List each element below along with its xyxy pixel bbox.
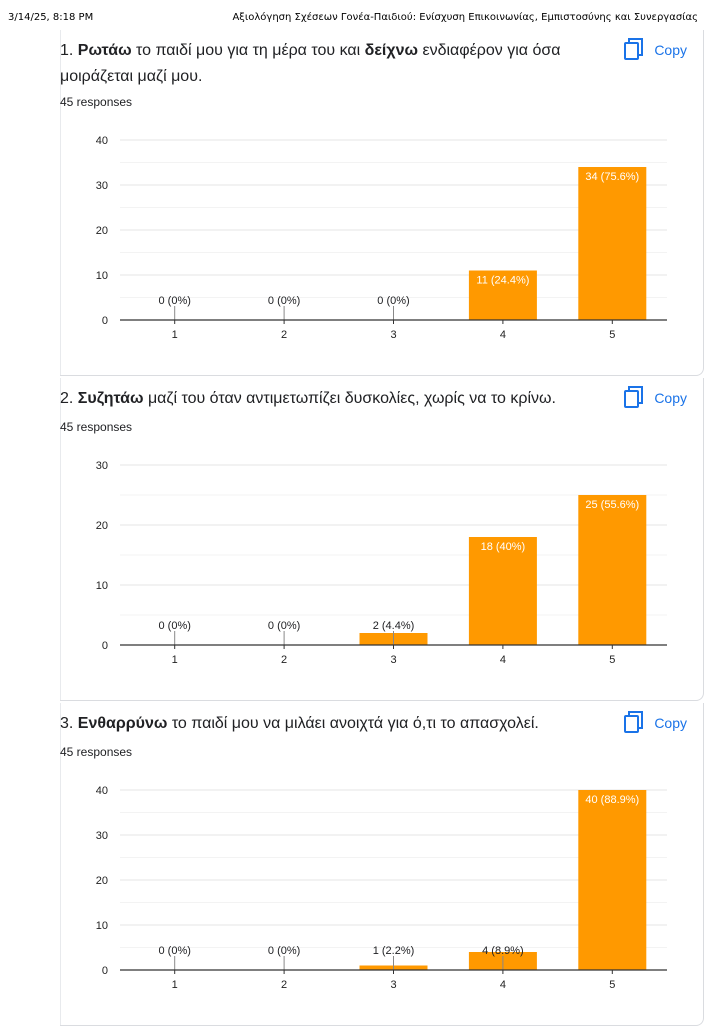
- question-title: 1. Ρωτάω το παιδί μου για τη μέρα του κα…: [60, 38, 605, 90]
- x-tick-label: 2: [281, 979, 287, 991]
- response-count: 45 responses: [60, 745, 133, 759]
- question-card-1: 1. Ρωτάω το παιδί μου για τη μέρα του κα…: [60, 30, 704, 376]
- question-text: μαζί του όταν αντιμετωπίζει δυσκολίες, χ…: [143, 390, 556, 407]
- x-tick-label: 5: [609, 329, 615, 341]
- data-label: 18 (40%): [481, 541, 526, 553]
- y-tick-label: 40: [96, 785, 108, 797]
- question-card-3: 3. Ενθαρρύνω το παιδί μου να μιλάει ανοι…: [60, 703, 704, 1026]
- y-tick-label: 30: [96, 180, 108, 192]
- card-divider: [60, 703, 61, 1025]
- question-keyword: Συζητάω: [77, 390, 144, 407]
- data-label: 25 (55.6%): [585, 499, 639, 511]
- print-title: Αξιολόγηση Σχέσεων Γονέα-Παιδιού: Ενίσχυ…: [232, 12, 698, 23]
- question-number: 2.: [60, 390, 78, 407]
- question-text: το παιδί μου να μιλάει ανοιχτά για ό,τι …: [167, 715, 539, 732]
- data-label: 1 (2.2%): [373, 945, 415, 957]
- bar-chart: 0 10 20 30 40 0 (0%) 1 0 (0%) 2 1 (2.2%) 3 4 (8.9%)…: [96, 785, 667, 991]
- data-label: 0 (0%): [158, 295, 190, 307]
- y-tick-label: 0: [102, 315, 108, 327]
- bar-chart: 0 10 20 30 0 (0%) 1 0 (0%) 2 2 (4.4%) 3 18 (40%) 4 2…: [96, 460, 667, 666]
- copy-label: Copy: [654, 42, 687, 58]
- y-tick-label: 10: [96, 580, 108, 592]
- data-label: 0 (0%): [268, 295, 300, 307]
- bar: [578, 790, 647, 970]
- copy-icon: [624, 385, 644, 411]
- y-tick-label: 30: [96, 460, 108, 472]
- x-tick-label: 1: [172, 654, 178, 666]
- question-number: 1.: [60, 42, 78, 59]
- x-tick-label: 1: [172, 979, 178, 991]
- x-tick-label: 2: [281, 329, 287, 341]
- copy-icon: [624, 37, 644, 63]
- bar: [468, 270, 537, 320]
- question-keyword: δείχνω: [364, 42, 418, 59]
- data-label: 0 (0%): [268, 620, 300, 632]
- bar-chart: 0 10 20 30 40 0 (0%) 1 0 (0%) 2 0 (0%) 3 11 (24.4%)…: [96, 135, 667, 341]
- x-tick-label: 5: [609, 654, 615, 666]
- card-divider: [60, 378, 61, 700]
- question-keyword: Ρωτάω: [77, 42, 132, 59]
- question-text: το παιδί μου για τη μέρα του και: [131, 42, 365, 59]
- y-tick-label: 40: [96, 135, 108, 147]
- y-tick-label: 0: [102, 965, 108, 977]
- copy-label: Copy: [654, 715, 687, 731]
- data-label: 40 (88.9%): [585, 794, 639, 806]
- data-label: 34 (75.6%): [585, 171, 639, 183]
- x-tick-label: 4: [500, 979, 506, 991]
- question-number: 3.: [60, 715, 78, 732]
- data-label: 0 (0%): [268, 945, 300, 957]
- bar: [468, 537, 537, 645]
- question-keyword: Ενθαρρύνω: [77, 715, 168, 732]
- copy-label: Copy: [654, 390, 687, 406]
- x-tick-label: 3: [390, 654, 396, 666]
- data-label: 2 (4.4%): [373, 620, 415, 632]
- data-label: 11 (24.4%): [476, 275, 529, 287]
- print-date: 3/14/25, 8:18 PM: [8, 12, 94, 23]
- question-title: 2. Συζητάω μαζί του όταν αντιμετωπίζει δ…: [60, 386, 605, 412]
- x-tick-label: 3: [390, 979, 396, 991]
- data-label: 0 (0%): [377, 295, 409, 307]
- x-tick-label: 5: [609, 979, 615, 991]
- question-title: 3. Ενθαρρύνω το παιδί μου να μιλάει ανοι…: [60, 711, 605, 737]
- y-tick-label: 10: [96, 920, 108, 932]
- copy-chart-button[interactable]: Copy: [624, 709, 687, 737]
- x-tick-label: 4: [500, 329, 506, 341]
- data-label: 4 (8.9%): [482, 945, 524, 957]
- x-tick-label: 2: [281, 654, 287, 666]
- y-tick-label: 20: [96, 875, 108, 887]
- question-text: ενδιαφέρον για όσα μοιράζεται μαζί μου.: [60, 42, 561, 85]
- card-divider: [60, 30, 61, 375]
- data-label: 0 (0%): [158, 620, 190, 632]
- y-tick-label: 20: [96, 225, 108, 237]
- y-tick-label: 0: [102, 640, 108, 652]
- x-tick-label: 4: [500, 654, 506, 666]
- bar: [578, 495, 647, 645]
- question-card-2: 2. Συζητάω μαζί του όταν αντιμετωπίζει δ…: [60, 378, 704, 701]
- copy-chart-button[interactable]: Copy: [624, 384, 687, 412]
- data-label: 0 (0%): [158, 945, 190, 957]
- y-tick-label: 20: [96, 520, 108, 532]
- y-tick-label: 10: [96, 270, 108, 282]
- y-tick-label: 30: [96, 830, 108, 842]
- x-tick-label: 1: [172, 329, 178, 341]
- copy-chart-button[interactable]: Copy: [624, 36, 687, 64]
- print-header: 3/14/25, 8:18 PM Αξιολόγηση Σχέσεων Γονέ…: [0, 0, 720, 30]
- response-count: 45 responses: [60, 420, 133, 434]
- x-tick-label: 3: [390, 329, 396, 341]
- copy-icon: [624, 710, 644, 736]
- response-count: 45 responses: [60, 95, 133, 109]
- bar: [578, 167, 647, 320]
